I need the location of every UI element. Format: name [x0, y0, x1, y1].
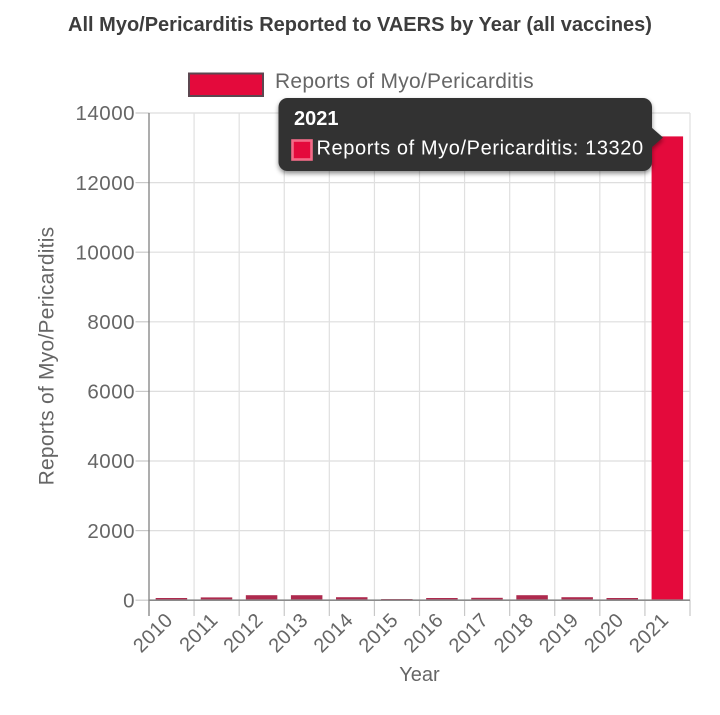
- svg-text:Year: Year: [399, 664, 440, 686]
- svg-text:10000: 10000: [75, 241, 135, 264]
- svg-text:Reports of Myo/Pericarditis: Reports of Myo/Pericarditis: [275, 70, 534, 93]
- svg-text:Reports of Myo/Pericarditis: Reports of Myo/Pericarditis: [36, 227, 59, 486]
- svg-text:12000: 12000: [75, 172, 135, 195]
- svg-text:8000: 8000: [87, 311, 135, 334]
- svg-text:All Myo/Pericarditis Reported: All Myo/Pericarditis Reported to VAERS b…: [68, 14, 652, 36]
- svg-text:14000: 14000: [75, 102, 135, 125]
- svg-text:Reports of Myo/Pericarditis: 1: Reports of Myo/Pericarditis: 13320: [317, 138, 644, 160]
- svg-text:6000: 6000: [87, 381, 135, 404]
- svg-text:2021: 2021: [294, 108, 339, 130]
- svg-text:4000: 4000: [87, 450, 135, 473]
- svg-text:0: 0: [123, 589, 135, 612]
- svg-text:2000: 2000: [87, 520, 135, 543]
